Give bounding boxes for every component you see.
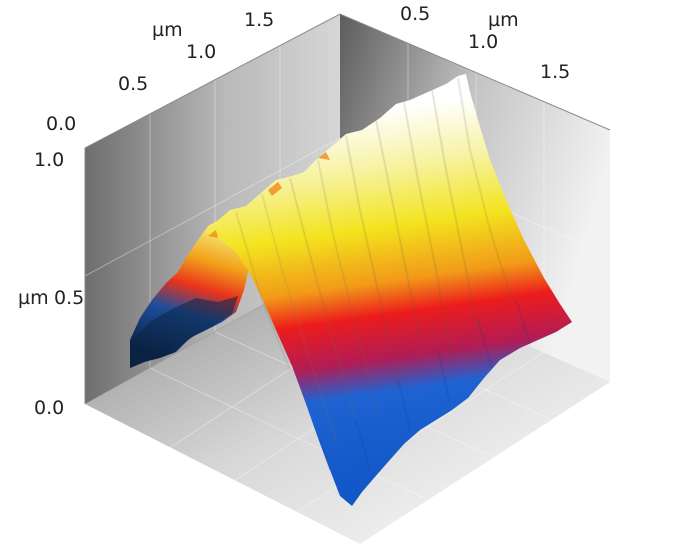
right-tick-1: 1.0 — [468, 31, 498, 53]
z-unit-label: µm — [18, 287, 49, 309]
right-unit-label: µm — [488, 9, 519, 31]
z-axis-labels: 1.0 µm 0.5 0.0 — [18, 149, 84, 419]
right-axis-labels: µm 0.5 1.0 1.5 — [400, 3, 570, 83]
z-tick-2: 1.0 — [34, 149, 64, 171]
right-tick-2: 1.5 — [540, 61, 570, 83]
left-unit-label: µm — [152, 19, 183, 41]
z-tick-0: 0.0 — [34, 397, 64, 419]
left-axis-labels: µm 0.0 0.5 1.0 1.5 — [46, 9, 274, 135]
left-tick-1: 0.5 — [118, 73, 148, 95]
surface-texture — [235, 77, 531, 471]
right-tick-0: 0.5 — [400, 3, 430, 25]
left-tick-0: 0.0 — [46, 113, 76, 135]
surface-back-shadow — [130, 296, 238, 368]
left-tick-2: 1.0 — [186, 41, 216, 63]
z-tick-1: 0.5 — [54, 287, 84, 309]
left-tick-3: 1.5 — [244, 9, 274, 31]
surface-front-slope — [206, 74, 572, 506]
